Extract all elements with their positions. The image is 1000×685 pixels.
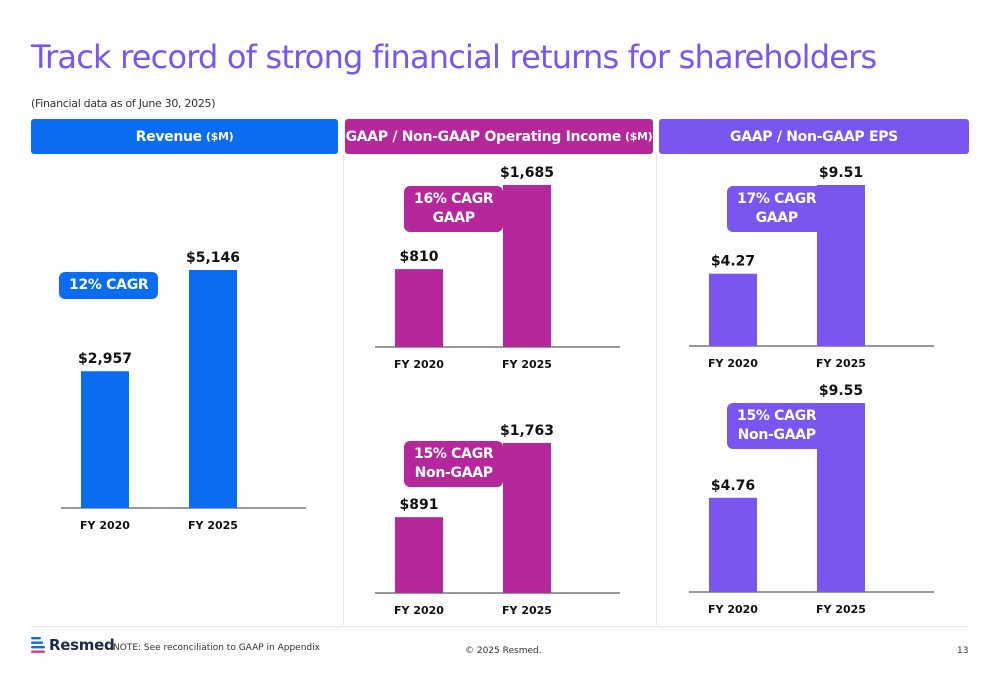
category-label: FY 2025 — [502, 604, 552, 617]
category-label: FY 2020 — [708, 357, 758, 370]
category-label: FY 2020 — [708, 603, 758, 616]
eps-nongaap-chart: $4.76 FY 2020 $9.55 FY 2025 — [689, 383, 934, 616]
bar-fy-2020 — [709, 273, 757, 346]
revenue-cagr-badge: 12% CAGR — [59, 272, 159, 299]
op-income-header: GAAP / Non-GAAP Operating Income ($M) — [345, 119, 653, 154]
op-income-gaap-chart: $810 FY 2020 $1,685 FY 2025 — [375, 165, 620, 371]
bar-fy-2020 — [395, 269, 443, 347]
category-label: FY 2020 — [394, 604, 444, 617]
bar-fy-2025 — [503, 443, 551, 593]
category-label: FY 2020 — [394, 358, 444, 371]
bar-value-label: $1,685 — [500, 165, 554, 181]
panel-divider — [343, 155, 344, 625]
badge-line: GAAP — [432, 210, 476, 226]
category-label: FY 2020 — [80, 519, 130, 532]
resmed-logo-icon — [31, 636, 45, 653]
footer-divider — [31, 626, 969, 627]
eps-nongaap-cagr-badge: 15% CAGR Non-GAAP — [727, 403, 827, 449]
bar-value-label: $5,146 — [186, 250, 240, 266]
resmed-wordmark: Resmed — [49, 636, 115, 654]
op-income-gaap-cagr-badge: 16% CAGR GAAP — [404, 186, 504, 232]
eps-header: GAAP / Non-GAAP EPS — [659, 119, 969, 154]
op-income-header-label: GAAP / Non-GAAP Operating Income — [345, 128, 622, 145]
bar-fy-2020 — [395, 517, 443, 593]
bar-fy-2020 — [709, 497, 757, 592]
bar-value-label: $1,763 — [500, 423, 554, 439]
revenue-header-label: Revenue — [135, 128, 203, 145]
bar-fy-2025 — [503, 185, 551, 347]
op-income-nongaap-cagr-badge: 15% CAGR Non-GAAP — [404, 441, 504, 487]
badge-line: 15% CAGR — [414, 446, 494, 462]
category-label: FY 2025 — [816, 603, 866, 616]
revenue-header-unit: ($M) — [205, 130, 234, 143]
bar-fy-2020 — [81, 371, 129, 508]
page-subtitle: (Financial data as of June 30, 2025) — [31, 97, 216, 110]
bar-value-label: $9.55 — [819, 383, 863, 399]
badge-line: 17% CAGR — [737, 191, 817, 207]
category-label: FY 2025 — [502, 358, 552, 371]
op-income-nongaap-chart: $891 FY 2020 $1,763 FY 2025 — [375, 423, 620, 617]
badge-line: 15% CAGR — [737, 408, 817, 424]
page-number: 13 — [957, 646, 969, 656]
page-title: Track record of strong financial returns… — [31, 38, 877, 76]
bar-value-label: $810 — [400, 249, 439, 265]
bar-value-label: $891 — [400, 497, 439, 513]
bar-value-label: $9.51 — [819, 165, 863, 181]
badge-line: 12% CAGR — [69, 277, 149, 293]
revenue-header: Revenue ($M) — [31, 119, 338, 154]
bar-value-label: $4.27 — [711, 254, 755, 270]
eps-gaap-cagr-badge: 17% CAGR GAAP — [727, 186, 827, 232]
bar-value-label: $2,957 — [78, 351, 132, 367]
badge-line: GAAP — [755, 210, 799, 226]
resmed-logo: Resmed — [31, 636, 115, 654]
category-label: FY 2025 — [188, 519, 238, 532]
bar-fy-2025 — [189, 270, 237, 508]
category-label: FY 2025 — [816, 357, 866, 370]
eps-header-label: GAAP / Non-GAAP EPS — [730, 128, 898, 145]
op-income-header-unit: ($M) — [624, 130, 653, 143]
bar-value-label: $4.76 — [711, 478, 755, 494]
revenue-chart: $2,957 FY 2020 $5,146 FY 2025 — [61, 250, 306, 532]
badge-line: Non-GAAP — [737, 427, 816, 443]
panel-divider — [656, 155, 657, 625]
badge-line: Non-GAAP — [414, 465, 493, 481]
footer-note: NOTE: See reconciliation to GAAP in Appe… — [113, 643, 320, 653]
badge-line: 16% CAGR — [414, 191, 494, 207]
footer-copyright: © 2025 Resmed. — [465, 646, 542, 656]
